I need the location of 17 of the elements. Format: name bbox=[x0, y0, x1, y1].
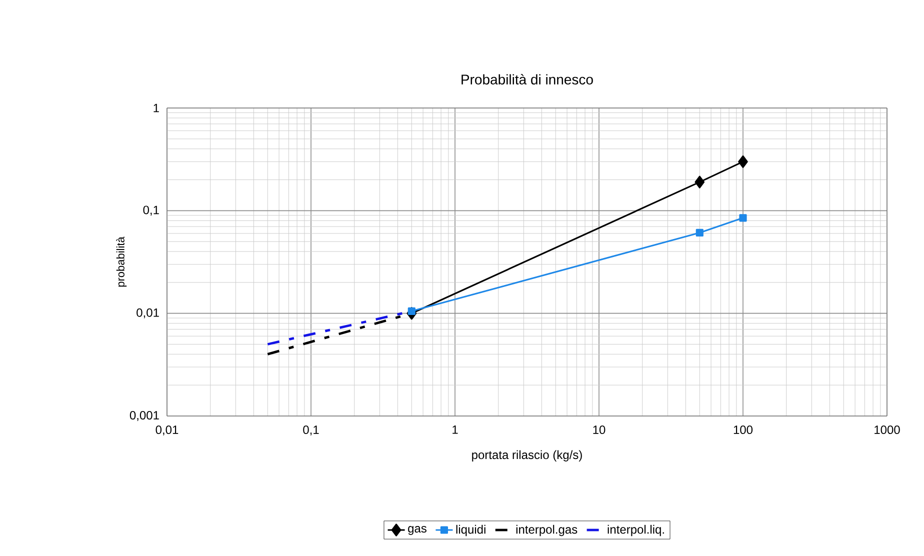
legend-label: gas bbox=[408, 526, 426, 535]
y-tick-label: 0,001 bbox=[130, 411, 159, 421]
x-tick-label: 0,1 bbox=[303, 426, 319, 436]
x-tick-label: 1000 bbox=[874, 426, 900, 434]
y-tick-label: 0,01 bbox=[136, 308, 159, 318]
legend-label: liquidi bbox=[456, 524, 486, 536]
y-tick-label: 0,1 bbox=[143, 206, 159, 216]
legend-label: interpol.gas bbox=[516, 524, 578, 536]
x-tick-label: 10 bbox=[593, 426, 606, 434]
x-tick-label: 1 bbox=[452, 426, 458, 434]
x-axis-title: portata rilascio (kg/s) bbox=[472, 450, 582, 462]
x-tick-label: 0,01 bbox=[156, 426, 178, 436]
chart-title: Probabilità di innesco bbox=[462, 74, 593, 85]
y-tick-label: 1 bbox=[154, 104, 159, 112]
legend-label: interpol.liq. bbox=[608, 524, 664, 536]
y-axis-title: probabilità bbox=[116, 236, 127, 287]
x-tick-label: 100 bbox=[734, 426, 753, 434]
